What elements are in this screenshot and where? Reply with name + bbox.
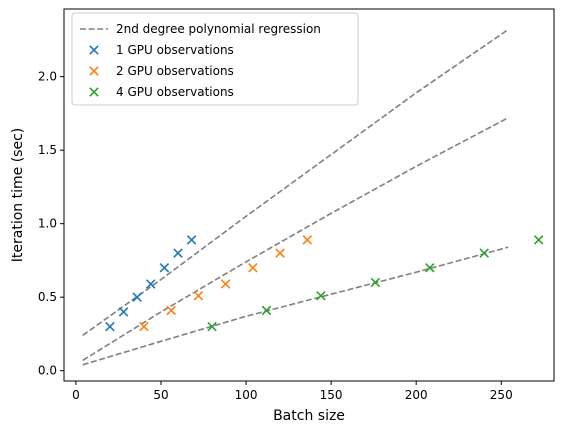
series-3-point-2 [261,305,272,316]
plot-area [63,8,555,382]
x-tick-label: 200 [405,388,428,402]
legend-item-1: 2nd degree polynomial regression [80,22,321,36]
x-tick-label: 0 [72,388,80,402]
series-1-point-3 [132,292,142,302]
series-3-point-3 [316,290,326,301]
legend-box [71,12,359,106]
series-3-point-1 [207,321,217,332]
legend-label: 4 GPU observations [116,85,234,99]
series-2-point-7 [302,235,313,245]
y-tick-label: 1.5 [38,143,57,157]
legend: 2nd degree polynomial regression 1 GPU ob… [71,12,359,106]
legend-label: 2 GPU observations [116,64,234,78]
y-axis-label: Iteration time (sec) [10,128,26,262]
legend-item-2: 1 GPU observations [89,43,234,57]
legend-item-3: 2 GPU observations [89,64,234,78]
legend-label: 2nd degree polynomial regression [116,22,321,36]
series-2-point-2 [166,305,176,316]
series-3-point-4 [370,277,381,288]
axis-ticks: 0 50 100 150 200 250 0.0 0.5 1.0 1.5 2.0 [38,70,513,402]
regression-line-3 [82,246,509,366]
series-2-point-5 [248,263,258,273]
series-3-point-5 [425,263,435,273]
x-axis-label: Batch size [273,408,345,424]
series-2-point-6 [275,248,285,258]
series-3-point-6 [479,248,490,258]
y-tick-label: 0.5 [38,290,57,304]
series-1-point-4 [146,279,156,289]
y-tick-label: 2.0 [38,70,57,84]
series-1-point-1 [105,321,115,332]
x-tick-label: 150 [320,388,343,402]
series-1-point-7 [186,235,197,245]
axes-frame [63,8,555,382]
series-1-point-2 [118,307,129,317]
y-tick-label: 1.0 [38,217,57,231]
x-tick-label: 250 [490,388,513,402]
series-1-point-6 [173,248,183,258]
legend-label: 1 GPU observations [116,43,234,57]
series-2-point-3 [193,290,204,301]
series-3-point-7 [533,235,544,245]
y-tick-label: 0.0 [38,364,57,378]
series-2-point-1 [139,321,149,332]
series-1-point-5 [159,263,170,273]
legend-item-4: 4 GPU observations [89,85,234,99]
x-tick-label: 50 [153,388,168,402]
x-tick-label: 100 [235,388,258,402]
series-2-point-4 [220,279,231,289]
regression-line-1 [82,28,509,337]
